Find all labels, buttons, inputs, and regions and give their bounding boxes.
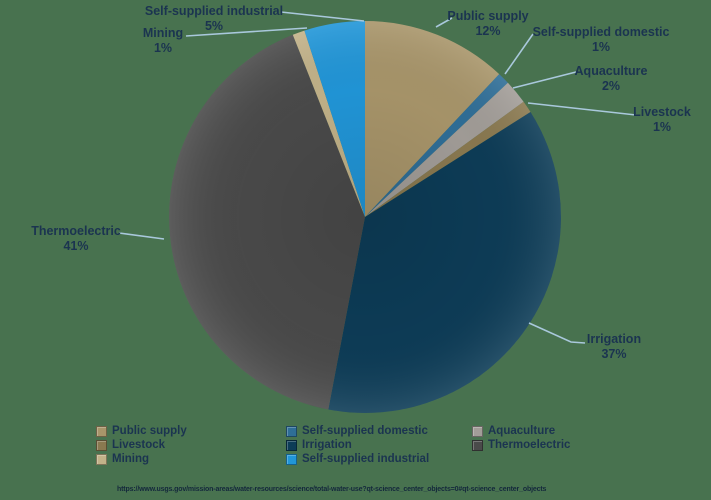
leader-line-livestock [527, 102, 637, 116]
callout-aquaculture: Aquaculture 2% [551, 64, 671, 93]
callout-self-supplied-industrial: Self-supplied industrial 5% [134, 4, 294, 33]
legend-item-thermoelectric: Thermoelectric [472, 438, 570, 452]
legend-swatch-mining [96, 453, 107, 465]
slice-percent: 5% [204, 18, 224, 33]
legend-label: Self-supplied domestic [302, 425, 428, 437]
slice-label: Mining [142, 26, 184, 40]
callout-irrigation: Irrigation 37% [554, 332, 674, 361]
legend-column-1: Public supply Livestock Mining [96, 424, 187, 466]
slice-label: Thermoelectric [31, 224, 121, 238]
leader-line-self-supplied-industrial [280, 11, 365, 22]
legend-item-aquaculture: Aquaculture [472, 424, 570, 438]
chart-legend: Public supply Livestock Mining Self-supp… [0, 424, 711, 474]
legend-swatch-livestock [96, 439, 107, 451]
legend-swatch-aquaculture [472, 425, 483, 437]
slice-percent: 2% [601, 78, 621, 93]
leader-line-mining [185, 27, 308, 37]
callout-thermoelectric: Thermoelectric 41% [11, 224, 141, 253]
callout-public-supply: Public supply 12% [418, 9, 558, 38]
legend-label: Aquaculture [488, 425, 556, 437]
legend-item-irrigation: Irrigation [286, 438, 429, 452]
leader-line-public-supply [435, 17, 453, 28]
legend-item-self-supplied-industrial: Self-supplied industrial [286, 452, 429, 466]
legend-label: Mining [112, 453, 150, 465]
slice-label: Public supply [447, 9, 529, 23]
leader-line-aquaculture [512, 71, 577, 89]
slice-label: Aquaculture [574, 64, 648, 78]
legend-column-3: Aquaculture Thermoelectric [472, 424, 570, 452]
leader-line-thermoelectric [118, 232, 165, 240]
slice-label: Self-supplied industrial [144, 4, 284, 18]
legend-label: Public supply [112, 425, 187, 437]
legend-item-livestock: Livestock [96, 438, 187, 452]
legend-label: Thermoelectric [488, 439, 571, 451]
leader-line-irrigation [528, 322, 586, 344]
legend-swatch-self-supplied-domestic [286, 425, 297, 437]
legend-swatch-public-supply [96, 425, 107, 437]
slice-percent: 1% [153, 40, 173, 55]
legend-item-self-supplied-domestic: Self-supplied domestic [286, 424, 429, 438]
slice-percent: 1% [591, 39, 611, 54]
legend-label: Self-supplied industrial [302, 453, 430, 465]
leader-line-self-supplied-domestic [504, 33, 534, 75]
callout-self-supplied-domestic: Self-supplied domestic 1% [521, 25, 681, 54]
legend-swatch-self-supplied-industrial [286, 453, 297, 465]
source-url: https://www.usgs.gov/mission-areas/water… [117, 486, 547, 493]
legend-label: Livestock [112, 439, 166, 451]
slice-label: Irrigation [586, 332, 642, 346]
slice-percent: 41% [63, 238, 89, 253]
slice-percent: 1% [652, 119, 672, 134]
slice-label: Self-supplied domestic [532, 25, 670, 39]
slice-label: Livestock [633, 105, 691, 119]
legend-column-2: Self-supplied domestic Irrigation Self-s… [286, 424, 429, 466]
legend-swatch-thermoelectric [472, 439, 483, 451]
callout-mining: Mining 1% [113, 26, 213, 55]
slice-percent: 12% [475, 23, 501, 38]
callout-livestock: Livestock 1% [612, 105, 711, 134]
legend-item-public-supply: Public supply [96, 424, 187, 438]
pie-shading-overlay [169, 21, 561, 413]
legend-swatch-irrigation [286, 439, 297, 451]
legend-item-mining: Mining [96, 452, 187, 466]
slice-percent: 37% [601, 346, 627, 361]
legend-label: Irrigation [302, 439, 352, 451]
